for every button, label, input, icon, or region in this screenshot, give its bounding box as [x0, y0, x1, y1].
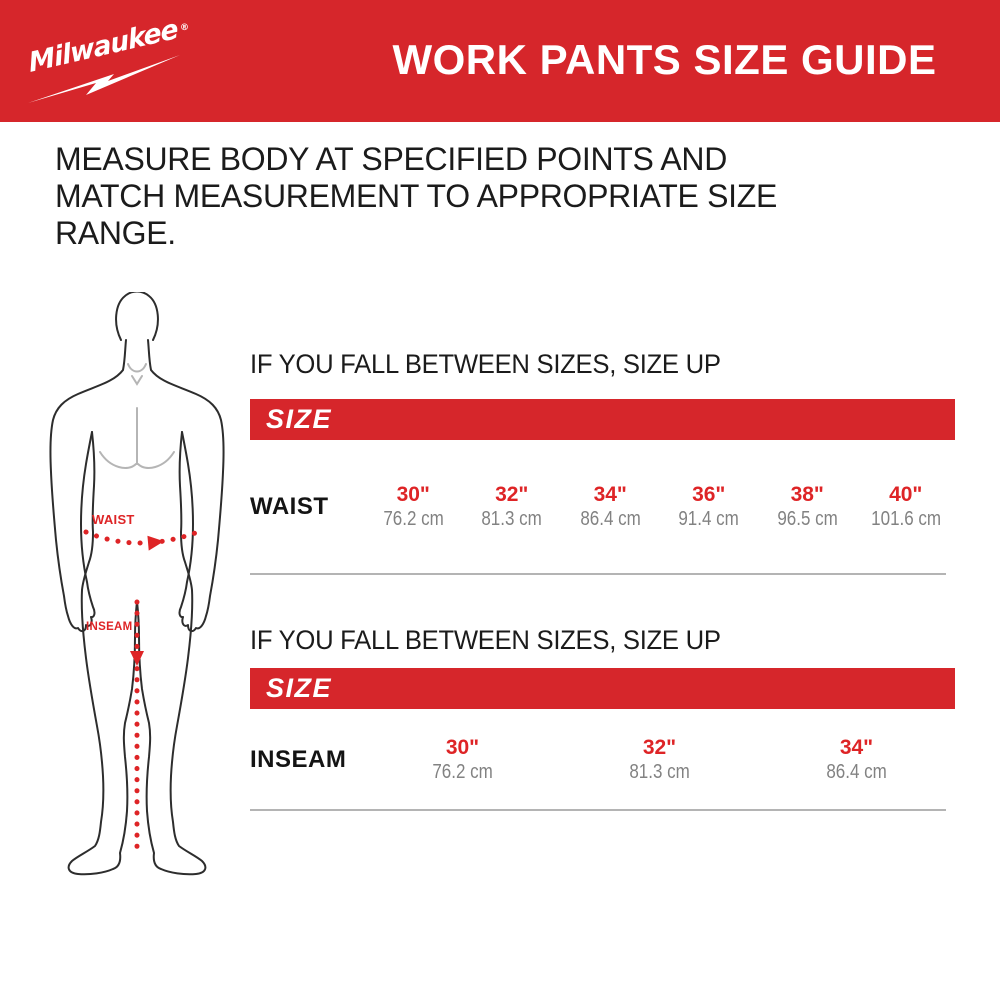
size-column: 36" 91.4 cm: [660, 483, 759, 531]
size-header-label: SIZE: [266, 673, 333, 703]
size-cm-value: 96.5 cm: [777, 508, 838, 530]
waist-measure-line: [83, 529, 201, 546]
size-cm-value: 86.4 cm: [580, 508, 641, 530]
size-cm-value: 76.2 cm: [432, 760, 493, 783]
size-inches-value: 40": [889, 483, 923, 506]
size-inches-value: 32": [642, 735, 677, 759]
size-inches-value: 30": [445, 735, 480, 759]
size-table-header-bar: SIZE: [250, 399, 955, 440]
waist-table-row: WAIST 30" 76.2 cm 32" 81.3 cm 34" 86.4 cm 36" 9…: [250, 440, 955, 574]
size-column: 32" 81.3 cm: [561, 736, 758, 784]
inseam-arrow-icon: [130, 651, 144, 666]
size-inches-value: 36": [692, 483, 726, 506]
inseam-row-label: INSEAM: [250, 745, 347, 773]
size-inches-value: 38": [790, 483, 824, 506]
waist-figure-label: WAIST: [92, 512, 135, 527]
body-figure: WAIST INSEAM: [49, 292, 225, 876]
size-column: 40" 101.6 cm: [857, 483, 956, 531]
between-sizes-note: IF YOU FALL BETWEEN SIZES, SIZE UP: [250, 349, 721, 379]
milwaukee-wordmark: Milwaukee: [27, 14, 180, 79]
inseam-columns: 30" 76.2 cm 32" 81.3 cm 34" 86.4 cm: [364, 736, 955, 784]
size-column: 34" 86.4 cm: [758, 736, 955, 784]
intro-text: MEASURE BODY AT SPECIFIED POINTS AND MAT…: [55, 141, 778, 251]
figure-throat-detail: [131, 375, 143, 386]
size-column: 32" 81.3 cm: [463, 483, 562, 531]
registered-trademark-icon: ®: [180, 23, 189, 33]
waist-columns: 30" 76.2 cm 32" 81.3 cm 34" 86.4 cm 36" 91.4 cm…: [364, 483, 955, 531]
inseam-figure-label: INSEAM: [86, 621, 133, 633]
size-cm-value: 81.3 cm: [481, 508, 542, 530]
size-column: 30" 76.2 cm: [364, 736, 561, 784]
size-cm-value: 76.2 cm: [383, 508, 444, 530]
size-column: 30" 76.2 cm: [364, 483, 463, 531]
figure-left-arm: [49, 339, 127, 633]
size-table-header-bar: SIZE: [250, 668, 955, 709]
figure-left-leg: [67, 431, 138, 876]
inseam-table-row: INSEAM 30" 76.2 cm 32" 81.3 cm 34" 86.4 cm: [250, 709, 955, 810]
figure-right-arm: [147, 339, 225, 633]
waist-row-label: WAIST: [250, 493, 329, 520]
size-cm-value: 101.6 cm: [870, 508, 941, 530]
figure-left-pec-detail: [99, 451, 137, 469]
milwaukee-logo: Milwaukee ®: [27, 14, 189, 103]
size-cm-value: 91.4 cm: [678, 508, 739, 530]
size-header-label: SIZE: [266, 404, 333, 434]
size-inches-value: 30": [396, 483, 430, 506]
figure-right-leg: [136, 431, 207, 876]
section-divider: [250, 573, 946, 575]
size-inches-value: 32": [495, 483, 529, 506]
header-banner: Milwaukee ® WORK PANTS SIZE GUIDE: [0, 0, 1000, 122]
size-inches-value: 34": [593, 483, 627, 506]
size-inches-value: 34": [839, 735, 874, 759]
figure-neck-detail: [127, 363, 147, 373]
size-cm-value: 81.3 cm: [629, 760, 690, 783]
size-column: 34" 86.4 cm: [561, 483, 660, 531]
between-sizes-note: IF YOU FALL BETWEEN SIZES, SIZE UP: [250, 625, 721, 655]
figure-head: [115, 292, 159, 341]
waist-arrow-icon: [147, 535, 164, 551]
size-column: 38" 96.5 cm: [758, 483, 857, 531]
lightning-bolt-icon: [28, 55, 180, 103]
size-cm-value: 86.4 cm: [826, 760, 887, 783]
figure-right-pec-detail: [137, 451, 175, 469]
section-divider: [250, 809, 946, 811]
page-title: WORK PANTS SIZE GUIDE: [392, 36, 937, 83]
